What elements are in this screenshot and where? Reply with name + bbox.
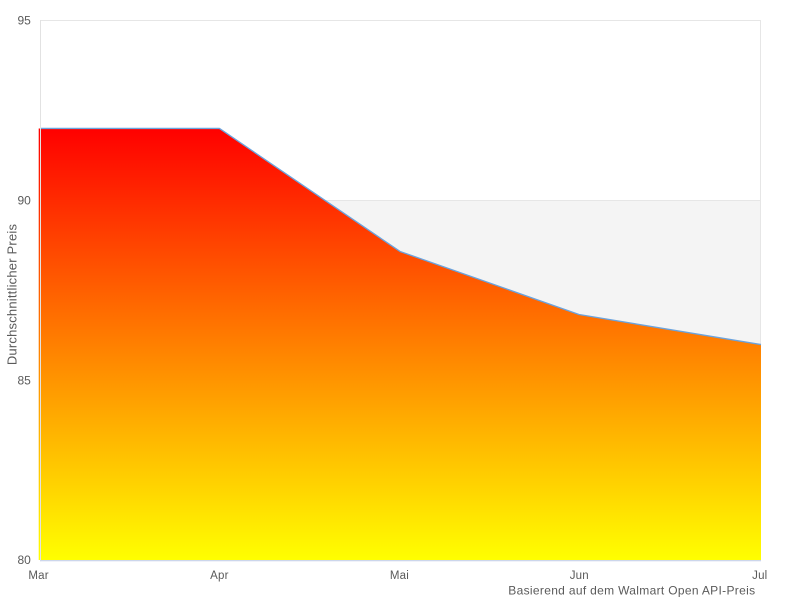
svg-text:Mai: Mai	[390, 570, 409, 582]
svg-text:Durchschnittlicher Preis: Durchschnittlicher Preis	[5, 224, 20, 366]
svg-text:Jul: Jul	[752, 570, 767, 582]
svg-text:Basierend auf dem Walmart Open: Basierend auf dem Walmart Open API-Preis	[508, 584, 755, 598]
svg-text:80: 80	[17, 553, 31, 567]
svg-text:Apr: Apr	[210, 570, 229, 582]
svg-text:Mar: Mar	[28, 570, 48, 582]
svg-text:85: 85	[17, 374, 31, 388]
svg-text:Jun: Jun	[570, 570, 589, 582]
svg-text:95: 95	[17, 14, 31, 28]
svg-text:90: 90	[17, 194, 31, 208]
